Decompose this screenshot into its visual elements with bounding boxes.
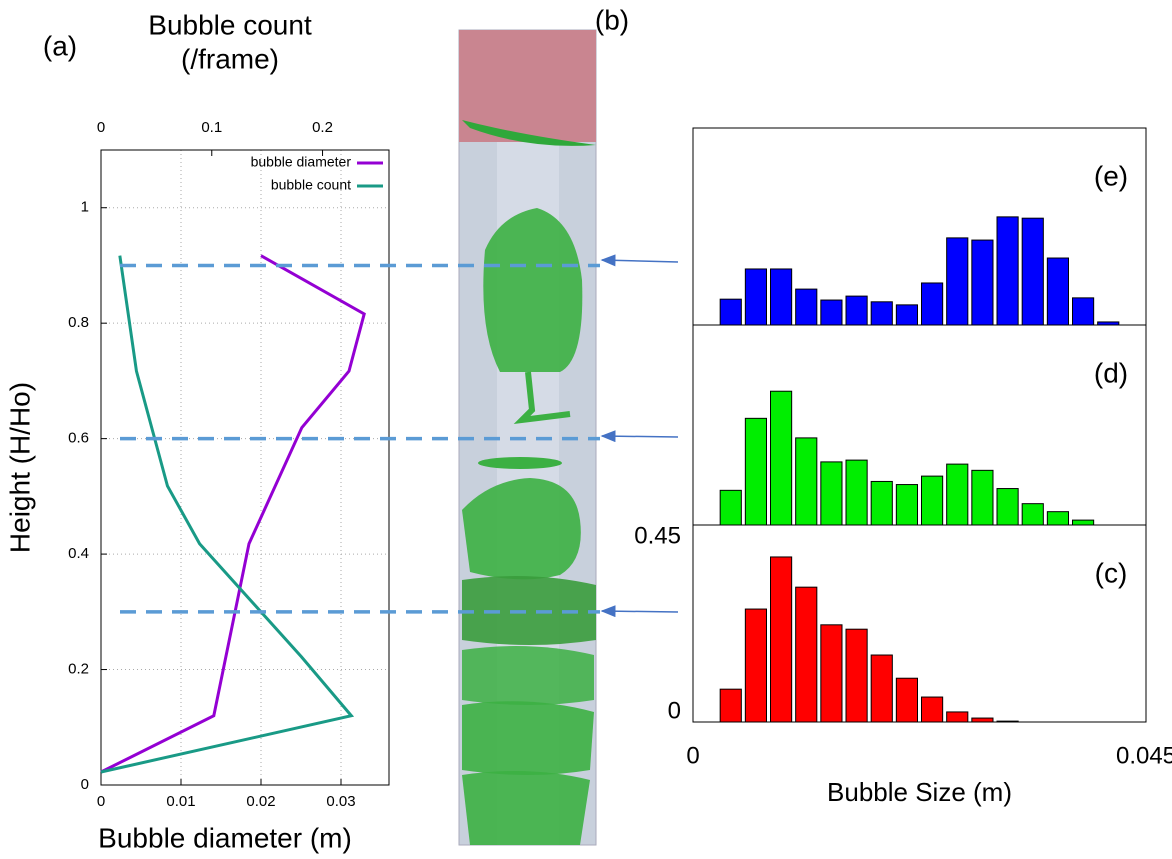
bar [720,490,741,525]
bar [947,464,968,525]
x-tick-label: 0.02 [246,793,275,810]
y-tick-label: 0 [668,697,681,724]
bar [821,300,842,325]
x-axis-label: Bubble Size (m) [827,777,1012,807]
x2-tick-label: 0.2 [312,119,333,136]
bar [1047,258,1068,325]
bar [771,557,792,722]
bar [972,718,993,722]
arrow [602,436,678,437]
panel-label: (e) [1094,160,1128,191]
bar [947,238,968,325]
y-tick-label: 0 [81,776,89,793]
arrow [602,260,678,262]
bar [720,299,741,325]
y-tick-label: 0.8 [68,314,89,331]
x2-tick-label: 0.1 [201,119,222,136]
panel-label: (c) [1095,557,1128,588]
bar [896,305,917,325]
x2-axis-label: (/frame) [181,43,279,74]
x-tick-label: 0.01 [166,793,195,810]
bar [1073,298,1094,325]
y-axis-label: Height (H/Ho) [4,382,35,553]
bubble [462,701,594,775]
y-tick-label: 0.45 [634,522,681,549]
bar [796,587,817,722]
bubble [462,646,594,705]
y-tick-label: 0.4 [68,545,89,562]
bubble [478,457,562,469]
bar [846,296,867,325]
bar [1022,218,1043,325]
x2-axis-label: Bubble count [148,9,312,40]
legend-label: bubble count [271,177,351,193]
bar [871,481,892,525]
bar [997,489,1018,525]
bar [922,476,943,525]
bar [896,678,917,722]
panel-label: (b) [595,4,629,35]
bubble [483,208,582,372]
bar [771,391,792,525]
x-axis-label: Bubble diameter (m) [98,822,352,853]
bar [1022,504,1043,525]
bar [1073,520,1094,525]
bar [745,609,766,722]
x2-tick-label: 0 [97,119,105,136]
bar [922,697,943,722]
legend-label: bubble diameter [251,154,352,170]
x-tick-label: 0 [97,793,105,810]
y-tick-label: 1 [81,199,89,216]
x-tick-label: 0 [686,742,699,769]
bar [821,462,842,525]
bar [846,460,867,525]
bar [972,470,993,525]
panel-label: (a) [43,30,77,61]
bar [972,240,993,325]
y-tick-label: 0.6 [68,430,89,447]
y-tick-label: 0.2 [68,661,89,678]
series-line [101,256,351,772]
bubble [462,771,590,845]
bar [922,283,943,325]
bar [771,269,792,325]
bar [796,438,817,525]
x-tick-label: 0.045 [1116,742,1172,769]
bar [821,625,842,722]
bar [896,485,917,525]
bar [745,269,766,325]
x-tick-label: 0.03 [326,793,355,810]
bar [745,418,766,525]
bar [796,289,817,325]
bar [997,217,1018,325]
bar [871,655,892,722]
bar [1047,512,1068,525]
bar [947,712,968,722]
arrow [602,611,678,612]
series-line [101,256,364,772]
bar [997,721,1018,722]
figure: (b) 0 0.2 0.4 0.6 0.8 1 0 0.01 0.02 0.03 0 0.1 0.2 bu… [0,0,1172,859]
bar [720,689,741,722]
bar [846,629,867,722]
plot-frame [101,150,389,785]
bar [871,302,892,325]
panel-label: (d) [1094,357,1128,388]
